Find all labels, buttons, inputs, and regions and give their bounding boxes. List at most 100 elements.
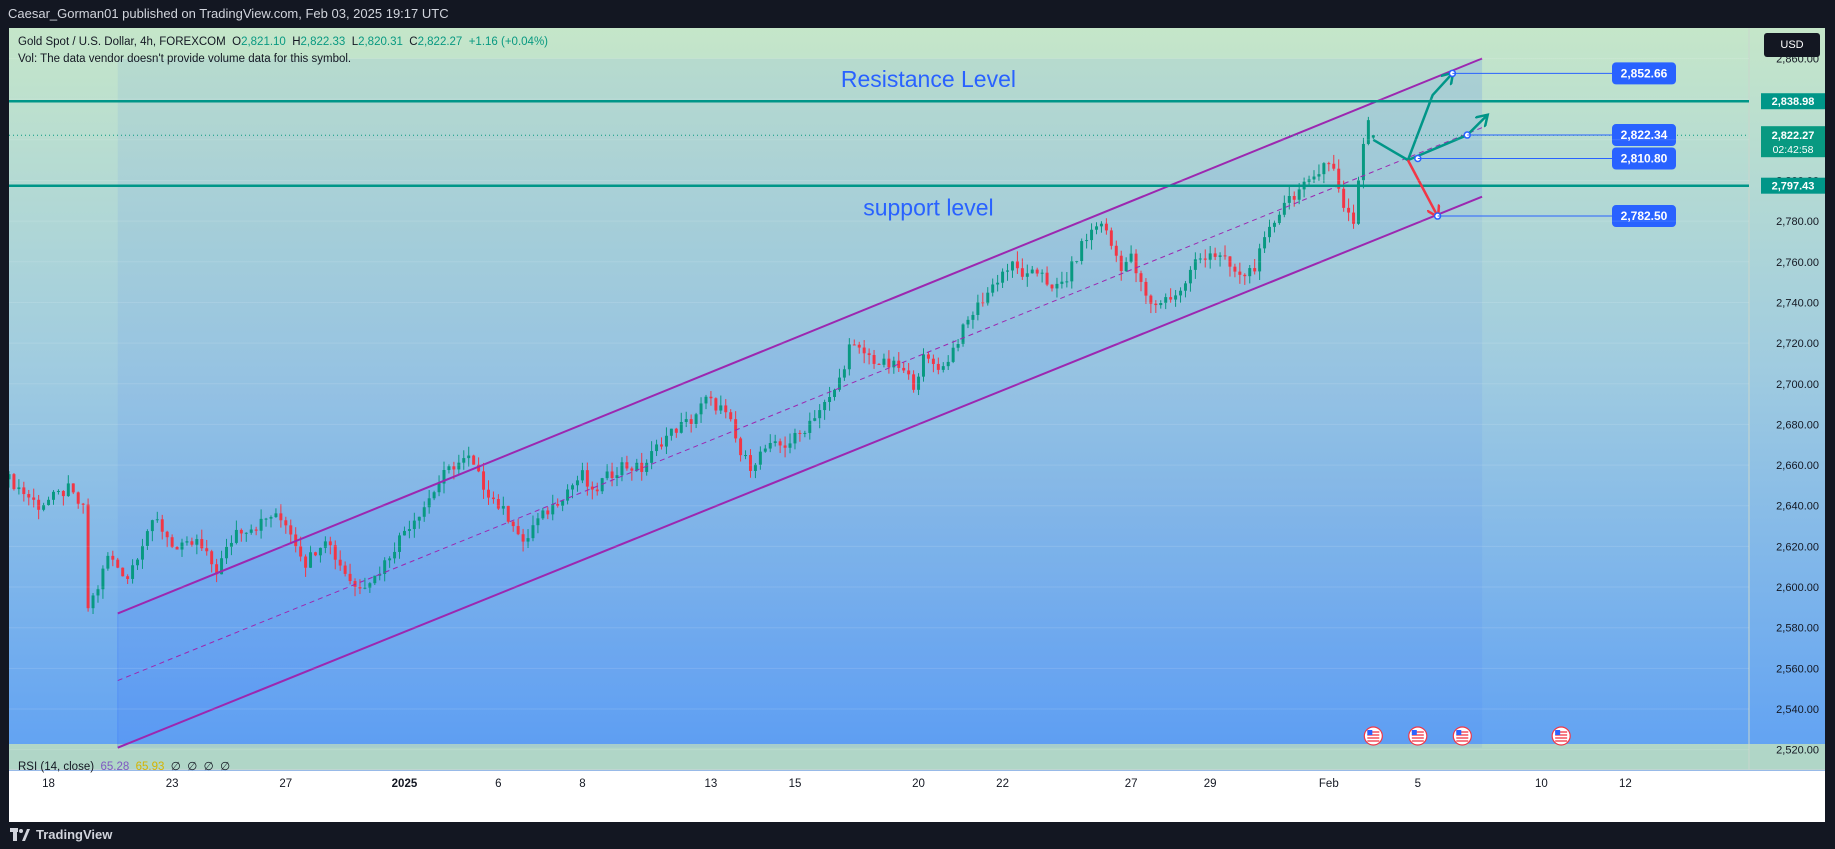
candle-down xyxy=(358,586,362,589)
time-tick-label: 29 xyxy=(1204,778,1217,790)
event-markers[interactable] xyxy=(1363,726,1571,746)
us-flag-event-icon[interactable] xyxy=(1452,726,1472,746)
candle-up xyxy=(1099,223,1103,227)
tradingview-brand: TradingView xyxy=(36,827,113,842)
candle-down xyxy=(190,541,194,545)
current-price-badge[interactable] xyxy=(1761,126,1825,158)
projection-label: 2,782.50 xyxy=(1621,209,1668,223)
channel-area xyxy=(117,58,1483,748)
candle-up xyxy=(1277,214,1281,223)
price-projection[interactable]: 2,852.66 2,822.34 2,810.80 2,782.50 xyxy=(1372,62,1676,228)
candle-up xyxy=(1361,143,1365,181)
time-tick-label: 12 xyxy=(1619,778,1632,790)
candle-up xyxy=(363,587,367,589)
candle-down xyxy=(239,529,243,534)
candle-down xyxy=(689,419,693,425)
candle-down xyxy=(37,499,41,510)
channel-lower-line[interactable] xyxy=(117,195,1483,749)
price-tick-label: 2,600.00 xyxy=(1776,582,1819,594)
candle-up xyxy=(615,475,619,478)
candle-up xyxy=(1268,226,1271,238)
tradingview-logo[interactable]: TradingView xyxy=(10,827,112,842)
candle-down xyxy=(852,344,856,346)
candle-up xyxy=(1297,189,1301,200)
channel-mid-line[interactable] xyxy=(117,127,1483,682)
candle-up xyxy=(229,542,233,547)
candle-down xyxy=(897,360,901,368)
candle-down xyxy=(1352,212,1356,224)
resistance-price-badge[interactable] xyxy=(1761,93,1825,110)
price-channel[interactable] xyxy=(117,57,1483,749)
candle-up xyxy=(150,520,154,532)
candle-down xyxy=(907,370,911,375)
flag-canton xyxy=(1367,730,1373,735)
price-tick-label: 2,700.00 xyxy=(1776,379,1819,391)
support-price-badge[interactable] xyxy=(1761,177,1825,194)
projection-label-box[interactable] xyxy=(1612,62,1676,85)
rsi-empty-3: ∅ xyxy=(203,761,214,773)
candle-down xyxy=(1035,269,1039,274)
candle-down xyxy=(516,526,520,535)
candle-up xyxy=(1065,281,1069,283)
time-axis[interactable]: 18 23 27 2025 6 8 13 15 20 22 27 29 Feb 5 10 12 xyxy=(42,778,1632,790)
candle-down xyxy=(556,504,560,506)
candle-up xyxy=(442,470,446,484)
candle-up xyxy=(541,510,545,519)
currency-button[interactable]: USD xyxy=(1764,33,1820,57)
us-flag-event-icon[interactable] xyxy=(1408,726,1428,746)
candle-down xyxy=(328,541,332,546)
time-tick-label: Feb xyxy=(1319,778,1339,790)
time-tick-label: 6 xyxy=(495,778,501,790)
candle-up xyxy=(1357,180,1360,224)
candle-up xyxy=(388,558,392,561)
candle-up xyxy=(961,324,965,344)
candle-up xyxy=(966,319,970,325)
candle-down xyxy=(205,548,209,552)
price-tick-label: 2,520.00 xyxy=(1776,745,1819,757)
candle-up xyxy=(941,366,945,370)
candle-down xyxy=(630,468,634,471)
candle-up xyxy=(536,518,540,526)
flag-canton xyxy=(1411,730,1417,735)
candle-up xyxy=(971,314,975,320)
candle-up xyxy=(1060,281,1064,284)
candle-up xyxy=(1307,179,1311,182)
candle-up xyxy=(575,480,579,486)
candle-down xyxy=(724,405,728,413)
candle-down xyxy=(1337,168,1341,189)
candle-down xyxy=(748,455,752,471)
candle-up xyxy=(368,583,372,588)
candle-up xyxy=(1010,261,1014,271)
candle-up xyxy=(620,462,624,476)
projection-down-arrow[interactable] xyxy=(1406,159,1438,216)
candle-up xyxy=(106,555,110,569)
symbol-legend: Gold Spot / U.S. Dollar, 4h, FOREXCOM O2… xyxy=(18,34,548,68)
candle-up xyxy=(1258,248,1262,272)
candle-down xyxy=(1109,230,1113,246)
candle-down xyxy=(778,441,782,446)
us-flag-event-icon[interactable] xyxy=(1363,726,1383,746)
projection-label-box[interactable] xyxy=(1612,124,1676,147)
rsi-empty-2: ∅ xyxy=(187,761,198,773)
candle-up xyxy=(437,483,441,493)
candle-down xyxy=(511,521,515,527)
candle-down xyxy=(887,358,891,368)
us-flag-event-icon[interactable] xyxy=(1551,726,1571,746)
projection-label-box[interactable] xyxy=(1612,205,1676,228)
candle-up xyxy=(664,435,668,447)
candle-up xyxy=(1124,261,1128,272)
candle-up xyxy=(580,470,584,481)
candle-down xyxy=(1223,255,1227,257)
projection-up-arrow[interactable] xyxy=(1372,73,1452,162)
candle-down xyxy=(496,499,500,509)
candle-down xyxy=(867,353,871,356)
channel-upper-line[interactable] xyxy=(117,57,1483,615)
projection-label-box[interactable] xyxy=(1612,147,1676,170)
candle-up xyxy=(1025,273,1029,277)
candle-down xyxy=(333,545,337,560)
publisher-text: Caesar_Gorman01 published on TradingView… xyxy=(8,6,449,21)
price-axis[interactable]: 2,520.00 2,540.00 2,560.00 2,580.00 2,600.00… xyxy=(9,53,1825,757)
candle-up xyxy=(694,414,698,425)
horizontal-levels[interactable]: Resistance Level support level xyxy=(9,66,1749,221)
